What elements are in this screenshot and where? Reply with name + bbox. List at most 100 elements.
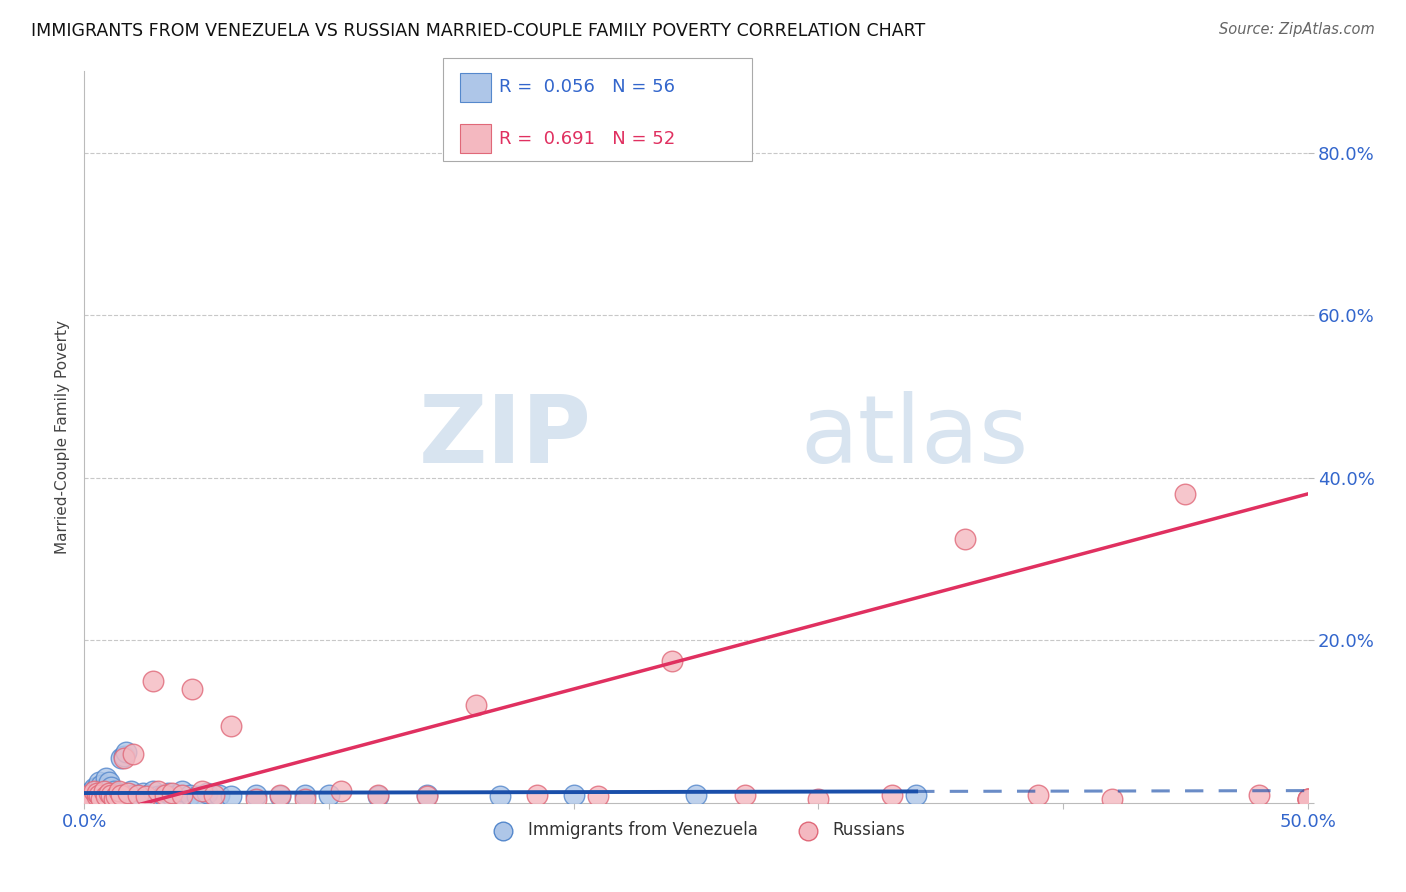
Point	[152, 788, 174, 802]
Point	[96, 786, 118, 800]
Point	[186, 789, 208, 804]
Point	[734, 788, 756, 802]
Point	[562, 788, 585, 802]
Point	[586, 789, 609, 804]
Y-axis label: Married-Couple Family Poverty: Married-Couple Family Poverty	[55, 320, 70, 554]
Point	[1028, 788, 1050, 802]
Point	[245, 791, 267, 805]
Point	[208, 788, 231, 802]
Point	[122, 788, 145, 802]
Point	[880, 788, 903, 802]
Point	[166, 788, 188, 802]
Point	[80, 791, 103, 805]
Point	[100, 789, 122, 804]
Point	[1296, 791, 1319, 805]
Text: ZIP: ZIP	[419, 391, 592, 483]
Point	[97, 786, 120, 800]
Point	[86, 789, 108, 804]
Point	[245, 788, 267, 802]
Point	[100, 788, 122, 802]
Point	[93, 789, 115, 804]
Point	[219, 789, 242, 804]
Point	[127, 789, 149, 804]
Point	[416, 789, 439, 804]
Point	[181, 681, 204, 696]
Text: atlas: atlas	[800, 391, 1028, 483]
Point	[685, 788, 707, 802]
Point	[96, 789, 118, 804]
Point	[1296, 791, 1319, 805]
Point	[117, 789, 139, 804]
Point	[294, 788, 316, 802]
Point	[83, 789, 105, 804]
Point	[90, 791, 112, 805]
Point	[83, 783, 105, 797]
Point	[135, 789, 157, 804]
Text: Source: ZipAtlas.com: Source: ZipAtlas.com	[1219, 22, 1375, 37]
Point	[122, 747, 145, 761]
Point	[103, 791, 125, 805]
Point	[112, 748, 135, 763]
Point	[162, 786, 184, 800]
Point	[77, 791, 100, 805]
Point	[87, 788, 110, 802]
Point	[367, 789, 389, 804]
Point	[489, 789, 512, 804]
Point	[146, 783, 169, 797]
Point	[294, 791, 316, 805]
Point	[107, 783, 129, 797]
Point	[1296, 791, 1319, 805]
Point	[202, 788, 225, 802]
Point	[90, 778, 112, 792]
Point	[146, 789, 169, 804]
Text: R =  0.056   N = 56: R = 0.056 N = 56	[499, 78, 675, 96]
Point	[1296, 791, 1319, 805]
Point	[107, 786, 129, 800]
Point	[110, 751, 132, 765]
Point	[269, 788, 291, 802]
Point	[105, 789, 128, 804]
Point	[136, 788, 159, 802]
Point	[367, 788, 389, 802]
Text: R =  0.691   N = 52: R = 0.691 N = 52	[499, 129, 675, 147]
Point	[77, 788, 100, 802]
Point	[86, 791, 108, 805]
Point	[162, 789, 184, 804]
Point	[115, 746, 138, 760]
Point	[132, 786, 155, 800]
Point	[156, 786, 179, 800]
Point	[142, 673, 165, 688]
Point	[96, 772, 118, 786]
Point	[87, 783, 110, 797]
Point	[191, 783, 214, 797]
Point	[86, 786, 108, 800]
Point	[153, 788, 176, 802]
Point	[80, 788, 103, 802]
Point	[100, 780, 122, 794]
Point	[219, 718, 242, 732]
Point	[83, 781, 105, 796]
Point	[464, 698, 486, 713]
Point	[80, 783, 103, 797]
Point	[172, 783, 194, 797]
Point	[195, 786, 218, 800]
Point	[318, 788, 340, 802]
Point	[1101, 791, 1123, 805]
Point	[1174, 487, 1197, 501]
Point	[93, 781, 115, 796]
Point	[142, 783, 165, 797]
Point	[87, 775, 110, 789]
Point	[526, 788, 548, 802]
Point	[97, 788, 120, 802]
Point	[1247, 788, 1270, 802]
Point	[330, 783, 353, 797]
Text: IMMIGRANTS FROM VENEZUELA VS RUSSIAN MARRIED-COUPLE FAMILY POVERTY CORRELATION C: IMMIGRANTS FROM VENEZUELA VS RUSSIAN MAR…	[31, 22, 925, 40]
Point	[110, 788, 132, 802]
Point	[90, 788, 112, 802]
Point	[807, 791, 830, 805]
Point	[172, 788, 194, 802]
Point	[120, 783, 142, 797]
Point	[127, 788, 149, 802]
Point	[86, 780, 108, 794]
Point	[269, 789, 291, 804]
